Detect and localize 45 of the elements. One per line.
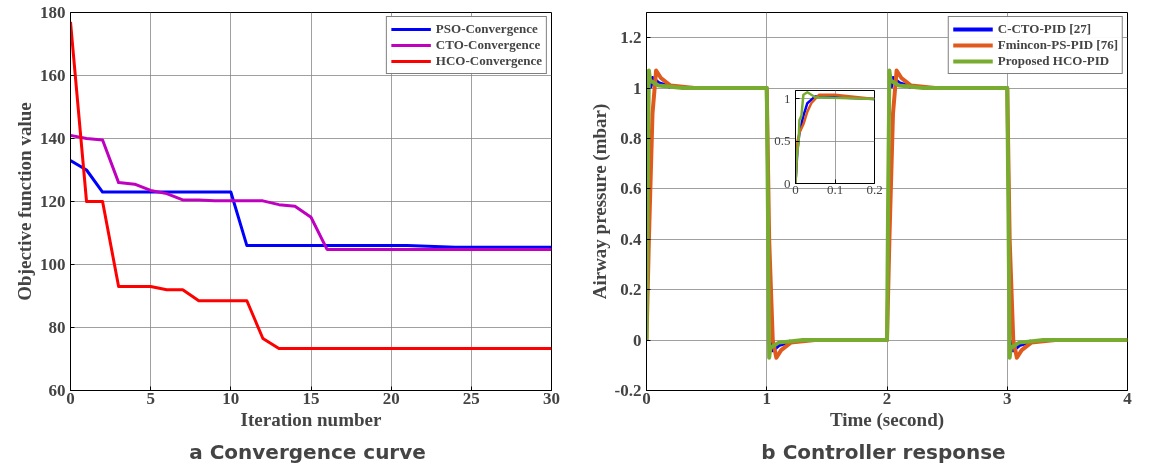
y-tick-label: 0.8 [620,129,642,148]
line-series [646,68,1128,360]
y-tick-label: 0 [633,330,642,350]
x-tick-label: 10 [222,388,240,408]
y-tick-label: 0.2 [620,280,642,300]
legend-label: Fmincon-PS-PID [76] [997,37,1118,53]
y-tick-label: 1 [784,90,791,106]
line-series [70,20,552,351]
y-tick-label: -0.2 [614,381,642,400]
y-axis-title: Objective function value [14,102,35,301]
legend-label: HCO-Convergence [435,53,542,69]
x-tick-label: 0.1 [826,181,844,197]
x-tick-label: 15 [302,388,320,408]
y-tick-label: 1 [633,78,642,98]
y-tick-label: 140 [40,129,66,148]
x-tick-label: 2 [882,388,892,408]
x-tick-label: 25 [462,388,480,408]
y-tick-label: 60 [48,381,66,400]
x-tick-label: 1 [762,388,771,408]
legend-label: PSO-Convergence [435,21,538,37]
text: b Controller response [761,439,1006,464]
x-tick-label: 5 [146,388,155,408]
legend-label: CTO-Convergence [435,37,541,53]
y-axis-title: Airway pressure (mbar) [588,103,611,300]
y-tick-label: 80 [48,318,66,337]
line-series [70,133,552,251]
legend-label: C-CTO-PID [27] [997,21,1092,37]
y-tick-label: 1.2 [620,28,642,48]
text: a Convergence curve [189,439,426,464]
y-tick-label: 120 [40,192,66,211]
legend-label: Proposed HCO-PID [997,53,1110,69]
x-tick-label: 3 [1003,388,1012,408]
y-tick-label: 0.4 [620,229,642,249]
x-axis-title: Time (second) [829,408,945,431]
x-tick-label: 4 [1123,388,1133,408]
x-axis-title: Iteration number [240,408,383,430]
y-tick-label: 180 [40,3,66,22]
y-tick-label: 160 [40,66,66,85]
x-tick-label: 0.2 [866,181,883,197]
line-series [70,159,552,249]
x-tick-label: 20 [382,388,400,408]
y-tick-label: 0.5 [774,133,791,149]
y-tick-label: 0.6 [620,179,642,199]
y-tick-label: 100 [40,255,66,274]
x-tick-label: 30 [543,388,560,408]
